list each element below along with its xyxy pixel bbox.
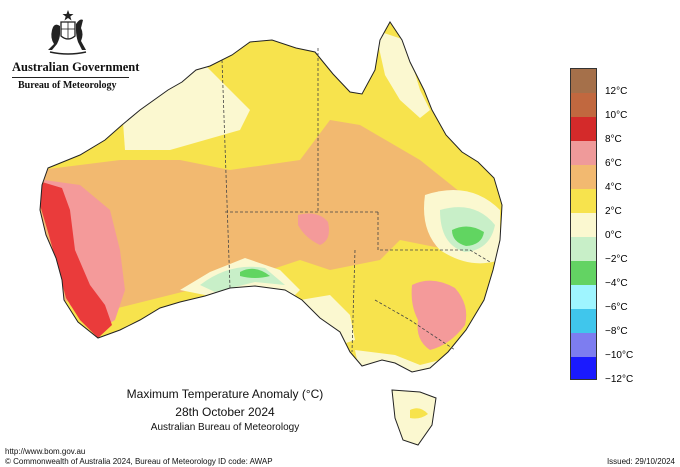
legend-swatch: [571, 117, 596, 141]
border-wa: [221, 59, 231, 289]
coat-of-arms-icon: [48, 10, 87, 55]
anomaly-region-orange-interior: [40, 120, 470, 310]
legend-label: 6°C: [605, 158, 622, 169]
anomaly-region-pink-nsw: [411, 280, 467, 350]
legend-swatch: [571, 309, 596, 333]
map-date: 28th October 2024: [175, 405, 275, 419]
anomaly-region-cream-sa: [300, 295, 355, 345]
legend-swatch: [571, 261, 596, 285]
legend-colorbar: [570, 68, 597, 380]
legend-label: 10°C: [605, 110, 628, 121]
legend-label: −12°C: [605, 374, 634, 385]
legend-label: −8°C: [605, 326, 628, 337]
legend-label: −6°C: [605, 302, 628, 313]
legend-swatch: [571, 237, 596, 261]
legend-label: 4°C: [605, 182, 622, 193]
legend-swatch: [571, 141, 596, 165]
legend-label: 2°C: [605, 206, 622, 217]
footer-copyright: © Commonwealth of Australia 2024, Bureau…: [5, 457, 216, 466]
legend-swatch: [571, 93, 596, 117]
anomaly-region-yellow-tas: [410, 408, 428, 419]
legend-label: −2°C: [605, 254, 628, 265]
government-title: Australian Government: [12, 60, 140, 74]
anomaly-region-pink-central: [298, 213, 329, 245]
legend-label: 0°C: [605, 230, 622, 241]
mainland-coastline: [39, 21, 503, 373]
footer-id-code: ID code: AWAP: [218, 457, 273, 466]
anomaly-region-green-seqld: [452, 226, 484, 246]
legend-swatch: [571, 285, 596, 309]
government-logo: [8, 8, 133, 98]
legend-swatch: [571, 357, 596, 379]
footer-url[interactable]: http://www.bom.gov.au: [5, 447, 86, 456]
state-borders: [221, 48, 491, 353]
legend-label: 12°C: [605, 86, 628, 97]
legend-label: −10°C: [605, 350, 634, 361]
legend-swatch: [571, 189, 596, 213]
anomaly-region-green-bight: [240, 268, 270, 278]
legend-swatch: [571, 69, 596, 93]
legend-label: −4°C: [605, 278, 628, 289]
border-qld-nsw: [377, 212, 491, 263]
anomaly-region-cream-qld: [375, 30, 430, 118]
map-source: Australian Bureau of Meteorology: [150, 422, 300, 433]
legend-label: 8°C: [605, 134, 622, 145]
border-sa-nsw: [351, 249, 356, 353]
anomaly-region-red-wa-coast: [40, 182, 112, 338]
color-legend: 12°C 10°C 8°C 6°C 4°C 2°C 0°C −2°C −4°C −6°C −8°C −…: [567, 68, 667, 385]
header-divider: [12, 77, 129, 78]
legend-swatch: [571, 213, 596, 237]
footer-issued: Issued: 29/10/2024: [606, 457, 675, 466]
border-nsw-vic: [374, 299, 456, 351]
legend-swatch: [571, 165, 596, 189]
map-title: Maximum Temperature Anomaly (°C): [126, 387, 324, 401]
legend-swatch: [571, 333, 596, 357]
agency-name: Bureau of Meteorology: [18, 80, 117, 91]
